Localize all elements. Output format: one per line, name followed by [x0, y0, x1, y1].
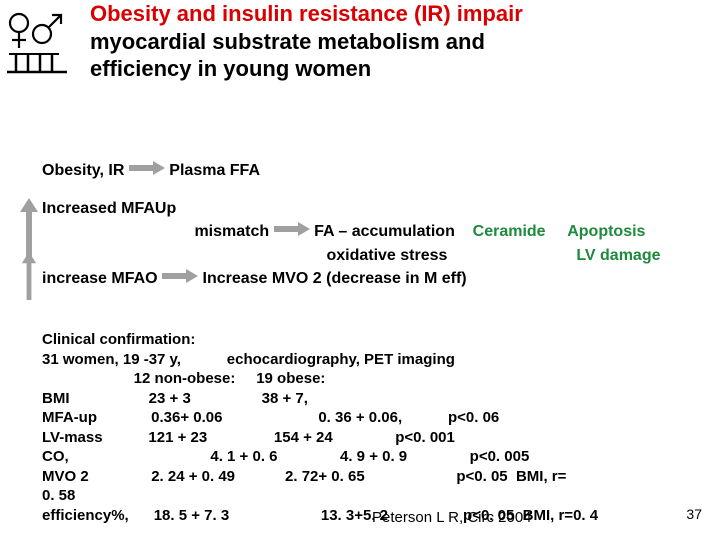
flow-block: Obesity, IR Plasma FFA Increased MFAUp m…: [42, 160, 712, 292]
right-arrow-icon: [162, 268, 198, 290]
flow-apoptosis: Apoptosis: [567, 223, 645, 240]
flow-fa-accum: FA – accumulation: [314, 223, 455, 240]
flow-mfao: increase MFAO: [42, 270, 158, 287]
clinical-line: 31 women, 19 -37 y, echocardiography, PE…: [42, 350, 712, 370]
flow-mismatch: mismatch: [194, 223, 269, 240]
slide-number: 37: [686, 506, 702, 522]
right-arrow-icon: [274, 221, 310, 243]
flow-obesity: Obesity, IR: [42, 162, 124, 179]
up-arrow-icon: [20, 252, 38, 312]
clinical-line: Clinical confirmation:: [42, 330, 712, 350]
flow-mfaup: Increased MFAUp: [42, 200, 176, 217]
slide-root: Obesity and insulin resistance (IR) impa…: [0, 0, 720, 540]
title-line2: myocardial substrate metabolism and: [90, 29, 485, 54]
flow-ceramide: Ceramide: [473, 223, 546, 240]
clinical-line: MFA-up 0.36+ 0.06 0. 36 + 0.06, p<0. 06: [42, 408, 712, 428]
citation: Peterson L R, Circ 2004: [372, 508, 532, 528]
title-line3: efficiency in young women: [90, 56, 371, 81]
clinical-line: LV-mass 121 + 23 154 + 24 p<0. 001: [42, 428, 712, 448]
clinical-block: Clinical confirmation: 31 women, 19 -37 …: [42, 330, 712, 525]
clinical-line: 12 non-obese: 19 obese:: [42, 369, 712, 389]
flow-ffa: Plasma FFA: [169, 162, 260, 179]
flow-oxstress: oxidative stress: [326, 247, 447, 264]
clinical-line: BMI 23 + 3 38 + 7,: [42, 389, 712, 409]
slide-title: Obesity and insulin resistance (IR) impa…: [90, 0, 690, 83]
flow-mvo2: Increase MVO 2 (decrease in M eff): [203, 270, 467, 287]
flow-lvdamage: LV damage: [576, 247, 660, 264]
clinical-line: 0. 58: [42, 486, 712, 506]
right-arrow-icon: [129, 160, 165, 182]
gender-columns-icon: [2, 10, 72, 78]
title-line1: Obesity and insulin resistance (IR) impa…: [90, 1, 523, 26]
up-arrow-icon: [20, 198, 38, 258]
clinical-line: MVO 2 2. 24 + 0. 49 2. 72+ 0. 65 p<0. 05…: [42, 467, 712, 487]
clinical-line: CO, 4. 1 + 0. 6 4. 9 + 0. 9 p<0. 005: [42, 447, 712, 467]
